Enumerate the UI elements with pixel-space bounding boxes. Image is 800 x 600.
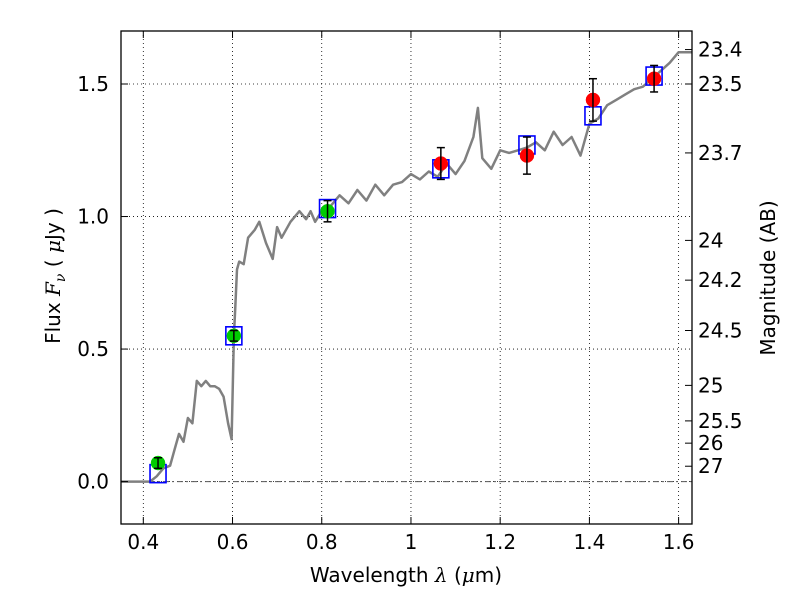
right-axis-label: Magnitude (AB)	[756, 200, 780, 355]
model-flux-square	[225, 326, 243, 346]
plot-frame	[120, 30, 693, 525]
y-axis-label: Flux Fν ( μJy )	[41, 208, 69, 344]
mag-tick-label: 27	[698, 454, 723, 478]
axis-ticks: 0.4 0.6 0.8 1 1.2 1.4 1.6 0.0 0.5 1.0 1.5 23.4 23.5 2…	[77, 31, 743, 554]
y-tick-label: 1.0	[77, 205, 109, 229]
x-tick-label: 1.2	[484, 530, 516, 554]
plot-area	[121, 50, 692, 484]
sed-model-line	[121, 50, 692, 483]
mag-tick-label: 24.2	[698, 268, 743, 292]
mag-tick-label: 23.4	[698, 38, 743, 62]
mag-tick-label: 23.5	[698, 72, 743, 96]
mag-tick-label: 26	[698, 431, 723, 455]
x-tick-label: 0.8	[306, 530, 338, 554]
mag-tick-label: 23.7	[698, 141, 743, 165]
x-tick-label: 1	[405, 530, 418, 554]
mag-tick-label: 24	[698, 228, 723, 252]
x-axis-label: Wavelength λ (μm)	[310, 563, 502, 587]
x-tick-label: 0.4	[127, 530, 159, 554]
y-tick-label: 0.5	[77, 337, 109, 361]
x-tick-label: 1.4	[573, 530, 605, 554]
y-tick-label: 1.5	[77, 72, 109, 96]
mag-tick-label: 25.5	[698, 409, 743, 433]
mag-tick-label: 25	[698, 373, 723, 397]
x-tick-label: 0.6	[217, 530, 249, 554]
mag-tick-label: 24.5	[698, 319, 743, 343]
y-tick-label: 0.0	[77, 470, 109, 494]
x-tick-label: 1.6	[663, 530, 695, 554]
